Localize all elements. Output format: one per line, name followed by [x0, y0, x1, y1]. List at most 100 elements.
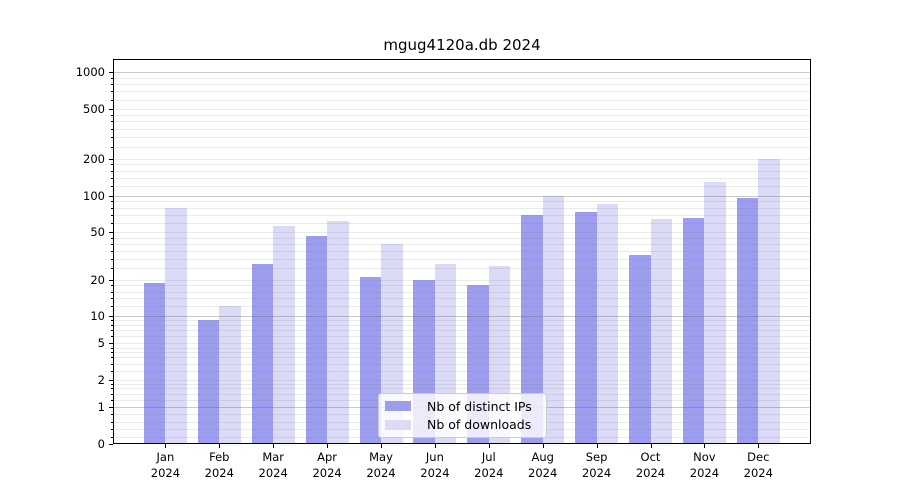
gridline-y-100	[114, 196, 810, 197]
bar-nb-of-downloads-dec-2024	[758, 158, 780, 444]
y-minor-tick-160	[111, 170, 113, 172]
x-tick-label-month: Jan	[156, 450, 175, 464]
y-minor-tick-7	[111, 330, 113, 332]
legend-swatch-distinct-ips	[385, 401, 411, 412]
minor-gridline-y-9	[114, 320, 810, 322]
minor-gridline-y-30	[114, 258, 810, 260]
x-tick-label-month: Oct	[640, 450, 661, 464]
y-tick-10	[109, 316, 113, 317]
y-tick-label-500: 500	[83, 102, 105, 117]
y-minor-tick-6	[111, 336, 113, 338]
x-tick-label-month: Jun	[425, 450, 444, 464]
minor-gridline-y-140	[114, 177, 810, 179]
y-tick-20	[109, 279, 113, 281]
minor-gridline-y-350	[114, 128, 810, 130]
x-tick-mar-2024	[273, 444, 275, 448]
x-tick-label-year: 2024	[743, 465, 773, 480]
gridline-y-1000	[114, 72, 810, 73]
y-minor-tick-16	[111, 291, 113, 293]
x-tick-may-2024	[381, 444, 382, 448]
y-minor-tick-450	[111, 115, 113, 116]
gridline-y-200	[114, 158, 810, 160]
y-tick-label-100: 100	[83, 189, 105, 203]
y-tick-label-0: 0	[97, 437, 105, 451]
minor-gridline-y-8	[114, 324, 810, 326]
bar-nb-of-downloads-sep-2024	[596, 204, 619, 444]
y-tick-label-50: 50	[90, 225, 105, 240]
minor-gridline-y-14	[114, 298, 810, 300]
minor-gridline-y-900	[114, 77, 810, 79]
x-tick-label-sep-2024: Sep 2024	[565, 450, 629, 481]
x-tick-label-year: 2024	[366, 465, 396, 480]
y-minor-tick-18	[111, 285, 113, 287]
y-minor-tick-35	[111, 250, 113, 252]
y-tick-label-1000: 1000	[75, 65, 105, 79]
y-minor-tick-25	[111, 268, 113, 270]
y-minor-tick-300	[111, 136, 113, 138]
gridline-y-500	[114, 109, 810, 111]
legend-swatch-downloads	[385, 419, 411, 430]
y-tick-label-10: 10	[90, 309, 105, 323]
x-tick-label-year: 2024	[635, 465, 666, 480]
minor-gridline-y-7	[114, 330, 810, 332]
y-minor-tick-140	[111, 177, 113, 179]
x-tick-label-month: Nov	[693, 450, 716, 464]
x-tick-label-dec-2024: Dec 2024	[726, 450, 790, 481]
x-tick-label-year: 2024	[204, 465, 234, 480]
y-minor-tick-250	[111, 146, 113, 148]
x-tick-label-mar-2024: Mar 2024	[241, 450, 305, 481]
bar-nb-of-downloads-mar-2024	[273, 226, 295, 444]
y-minor-tick-4	[111, 352, 113, 354]
minor-gridline-y-1.6	[114, 388, 810, 390]
gridline-y-2	[114, 379, 810, 381]
y-minor-tick-2.5	[111, 370, 113, 372]
bar-nb-of-distinct-ips-sep-2024	[575, 212, 597, 444]
minor-gridline-y-400	[114, 121, 810, 123]
minor-gridline-y-120	[114, 186, 810, 188]
y-minor-tick-0.6	[111, 421, 113, 423]
legend-item-downloads: Nb of downloads	[385, 417, 538, 433]
bar-nb-of-downloads-nov-2024	[704, 181, 726, 444]
y-tick-label-200: 200	[83, 151, 105, 166]
y-minor-tick-70	[111, 214, 113, 216]
y-minor-tick-40	[111, 243, 113, 245]
y-minor-tick-900	[111, 77, 113, 79]
bar-nb-of-distinct-ips-oct-2024	[629, 255, 651, 444]
x-tick-label-month: Aug	[531, 450, 554, 464]
x-tick-label-year: 2024	[258, 465, 288, 480]
y-tick-label-2: 2	[97, 372, 105, 387]
minor-gridline-y-90	[114, 201, 810, 203]
y-minor-tick-600	[111, 99, 113, 101]
y-tick-label-20: 20	[90, 272, 105, 287]
y-minor-tick-700	[111, 91, 113, 93]
y-minor-tick-90	[111, 201, 113, 203]
x-tick-label-nov-2024: Nov 2024	[672, 450, 736, 481]
bar-nb-of-distinct-ips-apr-2024	[305, 236, 328, 444]
gridline-y-5	[114, 343, 810, 345]
y-minor-tick-12	[111, 306, 113, 308]
x-tick-oct-2024	[650, 444, 652, 448]
minor-gridline-y-35	[114, 250, 810, 252]
minor-gridline-y-6	[114, 336, 810, 338]
y-minor-tick-45	[111, 237, 113, 239]
minor-gridline-y-800	[114, 84, 810, 86]
x-tick-label-year: 2024	[581, 465, 612, 480]
bar-nb-of-distinct-ips-jan-2024	[143, 282, 166, 444]
minor-gridline-y-4.5	[114, 347, 810, 349]
y-minor-tick-400	[111, 121, 113, 123]
y-minor-tick-9	[111, 320, 113, 322]
y-minor-tick-1.6	[111, 388, 113, 390]
y-minor-tick-0.2	[111, 436, 113, 438]
minor-gridline-y-1.8	[114, 383, 810, 385]
x-tick-label-apr-2024: Apr 2024	[295, 450, 359, 481]
x-tick-label-year: 2024	[474, 465, 504, 480]
x-tick-jan-2024	[165, 444, 167, 448]
y-minor-tick-0.4	[111, 429, 113, 431]
bar-nb-of-downloads-feb-2024	[219, 306, 241, 444]
bar-nb-of-distinct-ips-may-2024	[359, 277, 381, 444]
x-tick-label-year: 2024	[689, 465, 720, 480]
minor-gridline-y-12	[114, 306, 810, 308]
x-tick-apr-2024	[327, 444, 329, 448]
gridline-y-20	[114, 279, 810, 281]
y-minor-tick-800	[111, 84, 113, 86]
